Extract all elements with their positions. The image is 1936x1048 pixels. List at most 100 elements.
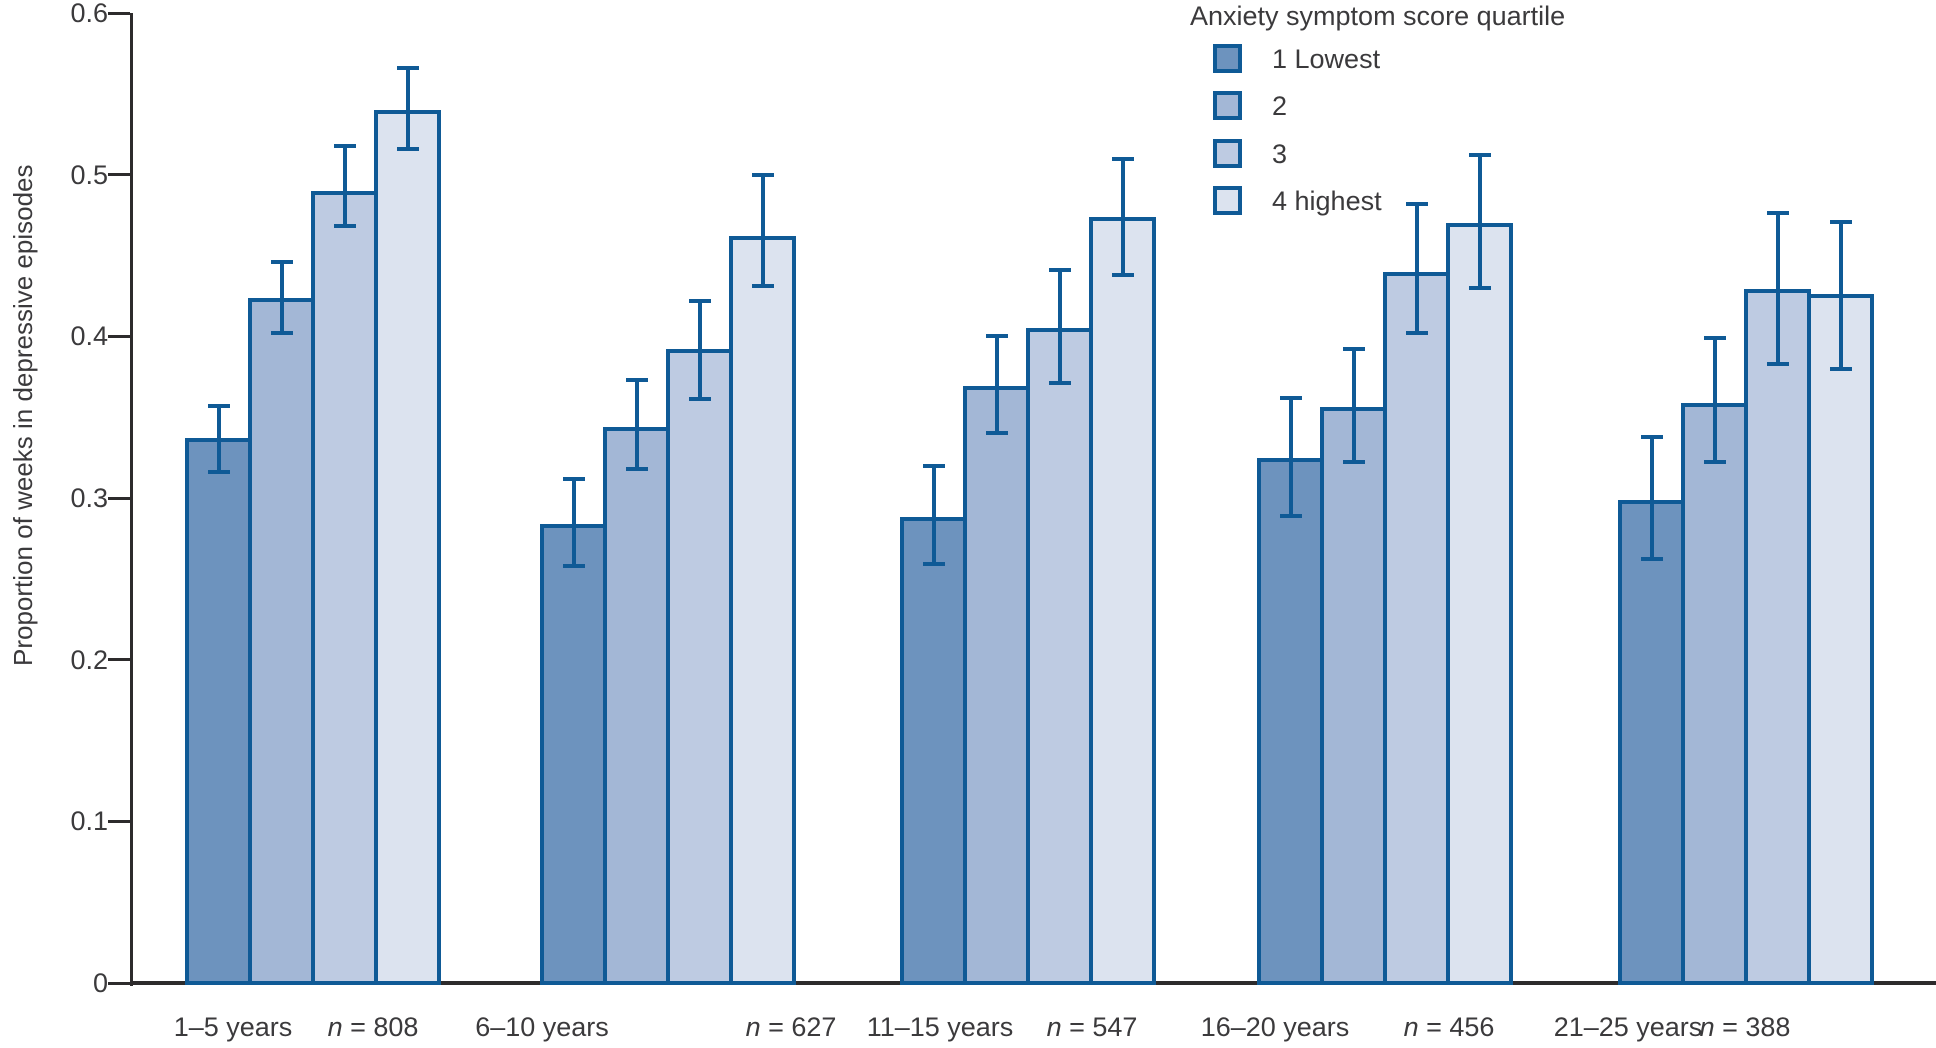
legend-title: Anxiety symptom score quartile — [1190, 1, 1566, 31]
error-cap-top-group2-q2 — [625, 377, 648, 382]
error-stem-group5-q4 — [1838, 221, 1843, 369]
error-cap-top-group1-q4 — [396, 65, 419, 70]
x-n-label-1: n = 808 — [327, 1012, 419, 1042]
error-stem-group1-q3 — [342, 145, 347, 227]
error-stem-group4-q4 — [1477, 155, 1482, 288]
error-cap-bottom-group4-q4 — [1468, 285, 1491, 290]
error-cap-bottom-group1-q2 — [270, 331, 293, 336]
error-cap-bottom-group4-q3 — [1405, 331, 1428, 336]
x-category-label-4: 16–20 years — [1200, 1012, 1350, 1042]
legend-label-q3: 3 — [1272, 139, 1288, 169]
legend-label-q2: 2 — [1272, 91, 1288, 121]
bar-group1-q1 — [185, 438, 252, 985]
error-cap-top-group4-q2 — [1342, 347, 1365, 352]
bar-group4-q3 — [1383, 271, 1450, 985]
error-cap-bottom-group3-q3 — [1048, 381, 1071, 386]
bar-group4-q2 — [1320, 407, 1387, 985]
legend-label-q4: 4 highest — [1272, 186, 1382, 216]
x-category-label-1: 1–5 years — [173, 1012, 293, 1042]
x-n-label-4: n = 456 — [1403, 1012, 1495, 1042]
error-stem-group3-q4 — [1120, 158, 1125, 275]
error-stem-group1-q2 — [279, 261, 284, 334]
bar-group3-q3 — [1026, 328, 1093, 985]
error-cap-top-group3-q2 — [985, 334, 1008, 339]
error-stem-group5-q1 — [1649, 436, 1654, 560]
y-tick — [108, 819, 130, 823]
bar-group3-q4 — [1089, 216, 1156, 985]
error-cap-top-group5-q4 — [1829, 219, 1852, 224]
error-cap-top-group4-q4 — [1468, 153, 1491, 158]
error-cap-top-group1-q2 — [270, 259, 293, 264]
error-stem-group4-q2 — [1351, 349, 1356, 463]
y-axis-line — [130, 13, 133, 986]
y-axis-title: Proportion of weeks in depressive episod… — [8, 164, 38, 666]
error-stem-group3-q1 — [931, 465, 936, 565]
error-cap-top-group5-q3 — [1766, 211, 1789, 216]
error-cap-bottom-group4-q1 — [1279, 513, 1302, 518]
error-cap-bottom-group2-q3 — [688, 397, 711, 402]
error-stem-group2-q2 — [634, 379, 639, 469]
x-category-label-2: 6–10 years — [475, 1012, 609, 1042]
y-tick — [108, 334, 130, 338]
bar-group2-q2 — [603, 426, 670, 985]
error-stem-group3-q2 — [994, 336, 999, 434]
error-cap-top-group4-q1 — [1279, 395, 1302, 400]
error-cap-top-group5-q1 — [1640, 434, 1663, 439]
bar-group5-q4 — [1807, 294, 1874, 985]
error-cap-top-group1-q3 — [333, 143, 356, 148]
error-cap-bottom-group1-q4 — [396, 146, 419, 151]
bar-group5-q3 — [1744, 289, 1811, 985]
error-cap-bottom-group5-q1 — [1640, 557, 1663, 562]
legend-swatch-q4 — [1213, 186, 1242, 215]
bar-group1-q2 — [248, 297, 315, 985]
error-cap-bottom-group4-q2 — [1342, 460, 1365, 465]
error-stem-group5-q3 — [1775, 213, 1780, 364]
bar-group1-q4 — [374, 110, 441, 985]
error-cap-bottom-group2-q4 — [751, 284, 774, 289]
error-cap-bottom-group1-q3 — [333, 224, 356, 229]
y-tick-label: 0.3 — [70, 483, 108, 513]
y-tick — [108, 496, 130, 500]
bar-group2-q3 — [666, 349, 733, 985]
error-stem-group1-q1 — [216, 405, 221, 473]
error-cap-bottom-group5-q3 — [1766, 361, 1789, 366]
error-cap-top-group5-q2 — [1703, 335, 1726, 340]
bar-group2-q1 — [540, 523, 607, 985]
error-cap-top-group2-q3 — [688, 298, 711, 303]
error-stem-group1-q4 — [405, 67, 410, 149]
error-stem-group5-q2 — [1712, 337, 1717, 463]
error-stem-group2-q4 — [760, 174, 765, 287]
bar-group3-q1 — [900, 517, 967, 985]
error-stem-group2-q1 — [571, 478, 576, 566]
error-stem-group4-q3 — [1414, 203, 1419, 334]
x-n-label-5: n = 388 — [1699, 1012, 1791, 1042]
y-tick — [108, 981, 130, 985]
legend-swatch-q1 — [1213, 44, 1242, 73]
error-stem-group4-q1 — [1288, 397, 1293, 516]
x-n-label-2: n = 627 — [745, 1012, 837, 1042]
error-cap-top-group1-q1 — [207, 403, 230, 408]
error-cap-bottom-group2-q2 — [625, 466, 648, 471]
error-cap-bottom-group3-q4 — [1111, 272, 1134, 277]
error-cap-top-group3-q4 — [1111, 156, 1134, 161]
error-cap-top-group3-q1 — [922, 463, 945, 468]
error-cap-bottom-group3-q1 — [922, 562, 945, 567]
y-tick-label: 0.2 — [70, 644, 108, 675]
bar-group2-q4 — [729, 236, 796, 985]
legend-swatch-q3 — [1213, 139, 1242, 168]
bar-group5-q1 — [1618, 499, 1685, 985]
bar-group4-q1 — [1257, 457, 1324, 985]
legend-swatch-q2 — [1213, 91, 1242, 120]
y-tick-label: 0.4 — [70, 321, 108, 352]
y-tick — [108, 658, 130, 662]
y-tick — [108, 11, 130, 15]
y-tick — [108, 173, 130, 177]
error-cap-bottom-group5-q4 — [1829, 366, 1852, 371]
error-cap-top-group3-q3 — [1048, 268, 1071, 273]
x-category-label-3: 11–15 years — [866, 1012, 1014, 1042]
error-stem-group3-q3 — [1057, 270, 1062, 384]
y-tick-label: 0 — [92, 968, 108, 998]
y-tick-label: 0.5 — [70, 159, 108, 190]
x-n-label-3: n = 547 — [1046, 1012, 1138, 1042]
